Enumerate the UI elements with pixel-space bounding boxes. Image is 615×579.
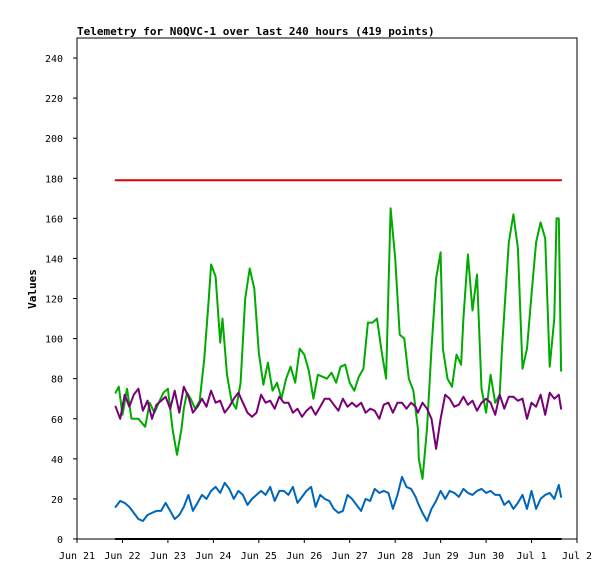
x-tick-label: Jun 28 [377,551,413,562]
x-tick-label: Jun 23 [150,551,186,562]
x-tick-label: Jun 21 [59,551,95,562]
y-axis: 0 20 40 60 80 100 120 140 160 180 200 220 240 [45,54,77,546]
x-tick-label: Jun 24 [195,551,231,562]
y-tick-label: 60 [51,415,63,426]
x-tick-label: Jun 27 [332,551,368,562]
y-tick-label: 160 [45,214,63,225]
x-tick-label: Jun 29 [423,551,459,562]
y-tick-label: 0 [57,535,63,546]
series-layer [114,179,563,540]
series-line-4 [114,385,563,450]
x-tick-label: Jun 26 [286,551,322,562]
x-tick-label: Jun 25 [241,551,277,562]
y-tick-label: 200 [45,134,63,145]
y-tick-label: 140 [45,254,63,265]
y-tick-label: 220 [45,94,63,105]
x-tick-label: Jul 1 [516,551,546,562]
series-line-3 [114,207,563,480]
y-tick-label: 120 [45,295,63,306]
x-tick-label: Jul 2 [562,551,592,562]
x-tick-label: Jun 22 [104,551,140,562]
y-tick-label: 100 [45,335,63,346]
y-tick-label: 40 [51,455,63,466]
y-axis-title: Values [26,269,39,309]
x-tick-label: Jun 30 [468,551,504,562]
y-tick-label: 240 [45,54,63,65]
y-tick-label: 180 [45,174,63,185]
series-line-5 [114,475,563,522]
y-tick-label: 20 [51,495,63,506]
chart-title: Telemetry for N0QVC-1 over last 240 hour… [77,25,435,38]
y-tick-label: 80 [51,375,63,386]
